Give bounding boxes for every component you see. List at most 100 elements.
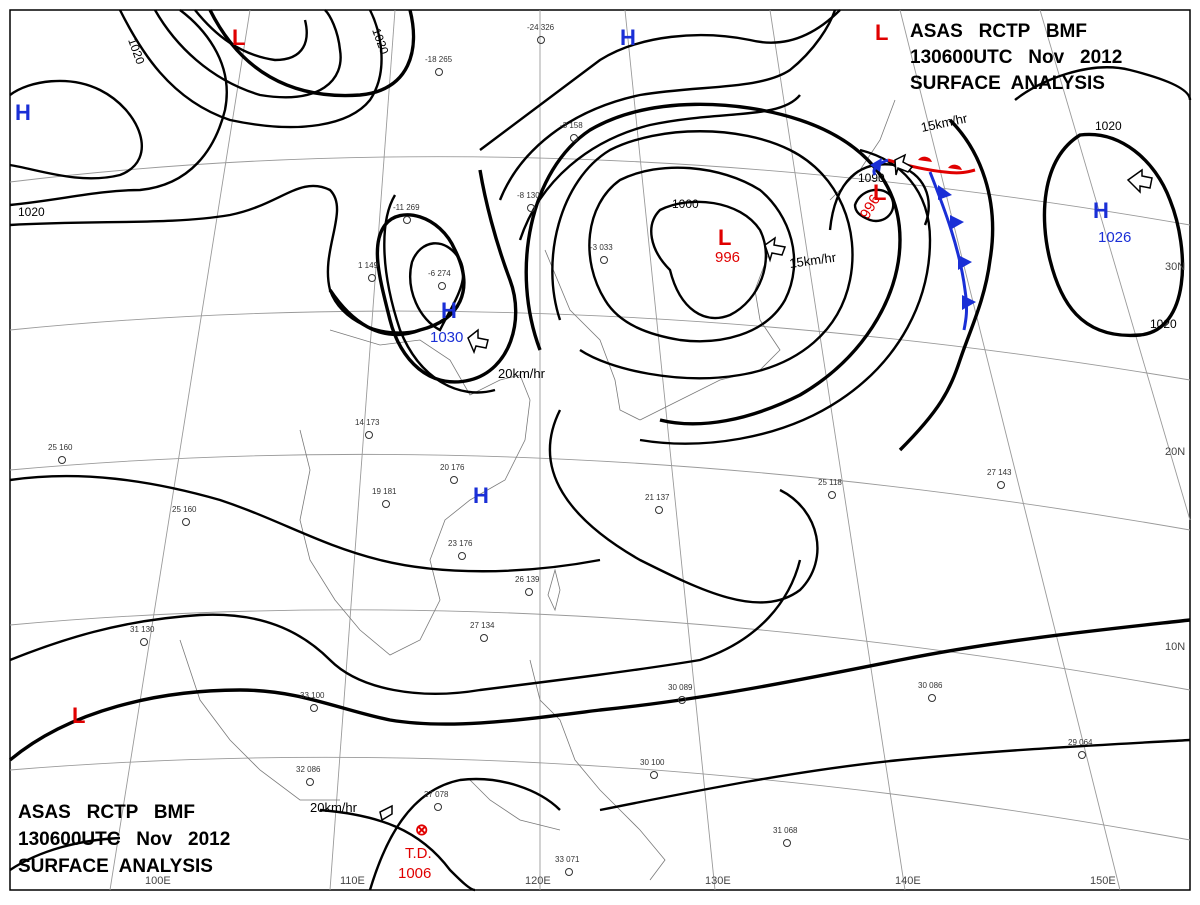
station-plot: 31 068 xyxy=(773,826,798,835)
title-block-bottom-left: ASAS RCTP BMF 130600UTC Nov 2012 SURFACE… xyxy=(18,802,230,877)
title-line-1: ASAS RCTP BMF xyxy=(910,21,1087,42)
station-circle-icon xyxy=(140,638,148,646)
station-circle-icon xyxy=(435,68,443,76)
station-plot: 30 089 xyxy=(668,683,693,692)
latitude-label: 10N xyxy=(1165,641,1185,653)
station-plot: 33 100 xyxy=(300,691,325,700)
longitude-label: 150E xyxy=(1090,875,1116,887)
cold-front-symbol xyxy=(870,158,882,172)
station-circle-icon xyxy=(678,696,686,704)
station-circle-icon xyxy=(650,771,658,779)
longitude-label: 120E xyxy=(525,875,551,887)
high-pressure-center: H xyxy=(620,25,636,50)
station-observations: 25 160 25 160 31 130 33 100 32 086 27 134 23 1… xyxy=(48,23,1093,876)
low-pressure-center: L xyxy=(875,20,888,45)
cold-front-symbol xyxy=(950,215,964,230)
low-pressure-center: L xyxy=(718,225,731,250)
station-plot: 32 086 xyxy=(296,765,321,774)
coastlines xyxy=(179,99,896,881)
map-border xyxy=(9,9,1191,891)
station-plot: 27 134 xyxy=(470,621,495,630)
isobar-labels: 1020 1020 1020 1000 1090 1020 1020 xyxy=(18,26,1177,331)
station-plot: 25 160 xyxy=(48,443,73,452)
tropical-depression-label: T.D. xyxy=(405,845,432,862)
isobar-label: 1020 xyxy=(1150,317,1177,331)
motion-label: 15km/hr xyxy=(788,249,837,270)
high-pressure-center: H xyxy=(473,483,489,508)
longitude-label: 140E xyxy=(895,875,921,887)
station-circle-icon xyxy=(458,552,466,560)
station-plot: -11 269 xyxy=(393,203,420,212)
station-plot: 14 173 xyxy=(355,418,380,427)
isobar-label: 1000 xyxy=(672,197,699,211)
title-line-1: ASAS RCTP BMF xyxy=(18,802,195,823)
high-pressure-center: H xyxy=(15,100,31,125)
station-plot: 21 137 xyxy=(645,493,670,502)
station-plot: 19 181 xyxy=(372,487,397,496)
station-plot: 20 176 xyxy=(440,463,465,472)
low-pressure-center: L xyxy=(873,180,886,205)
station-circle-icon xyxy=(382,500,390,508)
station-circle-icon xyxy=(365,431,373,439)
cold-front-symbol xyxy=(938,185,952,200)
station-plot: 25 160 xyxy=(172,505,197,514)
title-line-2: 130600UTC Nov 2012 xyxy=(910,47,1122,68)
station-plot: 27 078 xyxy=(424,790,449,799)
high-pressure-center: H xyxy=(441,298,457,323)
station-circle-icon xyxy=(527,204,535,212)
station-circle-icon xyxy=(182,518,190,526)
tropical-depression-icon: ⊗ xyxy=(415,822,428,839)
latitude-grid xyxy=(9,156,1191,841)
station-circle-icon xyxy=(403,216,411,224)
latitude-label: 20N xyxy=(1165,446,1185,458)
high-pressure-value: 1026 xyxy=(1098,229,1131,246)
station-plot: 26 139 xyxy=(515,575,540,584)
cold-front xyxy=(928,171,969,331)
tropical-depression-value: 1006 xyxy=(398,865,431,882)
station-circle-icon xyxy=(537,36,545,44)
isobar-label: 1020 xyxy=(18,205,45,219)
pressure-systems: H H H 1030 H H 1026 L L L 996 L 996 L xyxy=(15,20,1131,728)
station-plot: -24 326 xyxy=(527,23,555,32)
low-pressure-value: 996 xyxy=(715,249,740,266)
station-circle-icon xyxy=(997,481,1005,489)
isobar-label: 1020 xyxy=(369,26,391,56)
longitude-label: 100E xyxy=(145,875,171,887)
title-line-2: 130600UTC Nov 2012 xyxy=(18,829,230,850)
station-circle-icon xyxy=(58,456,66,464)
title-line-3: SURFACE ANALYSIS xyxy=(18,856,213,877)
longitude-label: 110E xyxy=(340,875,365,887)
station-circle-icon xyxy=(600,256,608,264)
warm-front-symbol xyxy=(948,164,962,170)
high-pressure-center: H xyxy=(1093,198,1109,223)
station-plot: 31 130 xyxy=(130,625,155,634)
latitude-label: 30N xyxy=(1165,261,1185,273)
station-circle-icon xyxy=(306,778,314,786)
tropical-depression: ⊗ T.D. 1006 xyxy=(398,822,432,882)
longitude-grid xyxy=(109,9,1191,891)
isobars xyxy=(8,9,1192,892)
station-plot: 1 149 xyxy=(358,261,379,270)
station-circle-icon xyxy=(480,634,488,642)
station-circle-icon xyxy=(438,282,446,290)
station-circle-icon xyxy=(368,274,376,282)
high-pressure-value: 1030 xyxy=(430,329,463,346)
station-plot: 25 118 xyxy=(818,478,842,487)
station-plot: 30 086 xyxy=(918,681,943,690)
isobar-label: 1020 xyxy=(1095,119,1122,133)
isobar-label: 1020 xyxy=(125,36,147,66)
station-circle-icon xyxy=(310,704,318,712)
station-circle-icon xyxy=(928,694,936,702)
station-plot: 30 100 xyxy=(640,758,665,767)
station-circle-icon xyxy=(565,868,573,876)
station-plot: 23 176 xyxy=(448,539,473,548)
station-plot: -8 130 xyxy=(517,191,540,200)
station-plot: 27 143 xyxy=(987,468,1012,477)
station-circle-icon xyxy=(450,476,458,484)
station-circle-icon xyxy=(434,803,442,811)
station-circle-icon xyxy=(783,839,791,847)
station-circle-icon xyxy=(828,491,836,499)
station-circle-icon xyxy=(570,134,578,142)
